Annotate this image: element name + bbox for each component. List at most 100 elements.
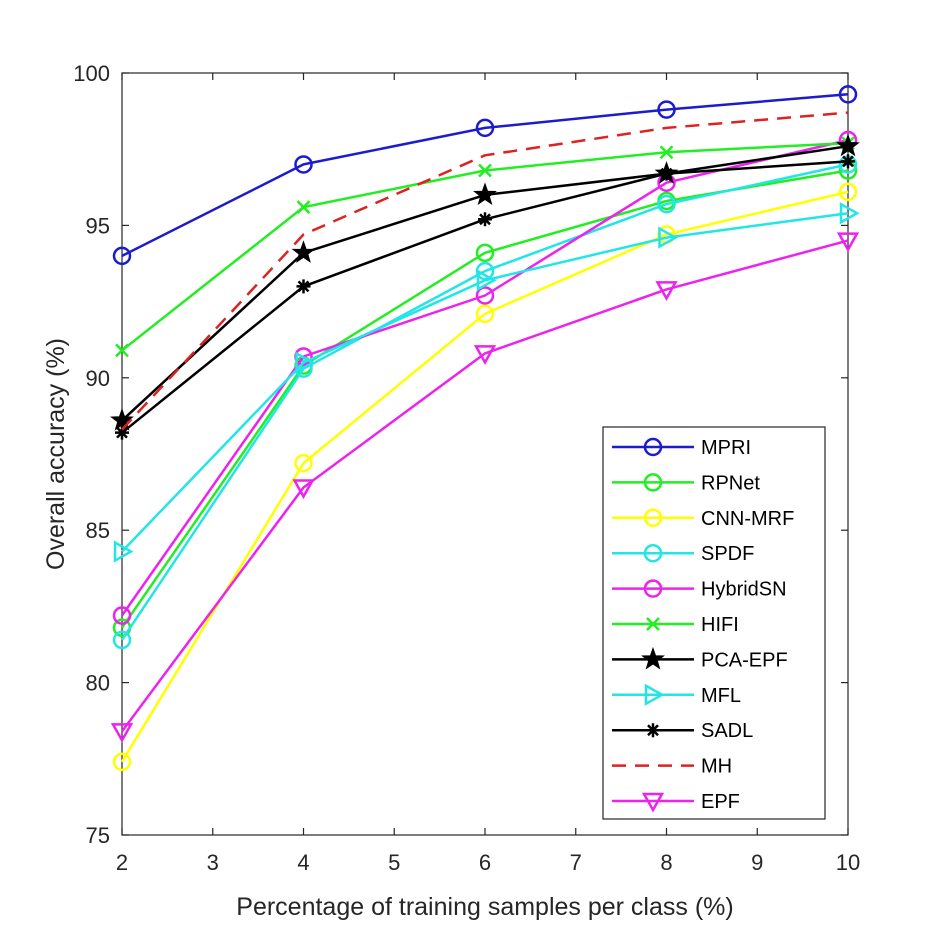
x-tick-label: 7 [570,850,582,875]
y-tick-label: 90 [86,366,110,391]
data-point [295,351,316,374]
series-mfl [113,202,860,563]
legend-item: MH [612,756,732,778]
y-tick-label: 95 [86,213,110,238]
data-point [475,243,495,263]
data-point [473,345,497,365]
legend-item: HIFI [612,614,739,636]
legend-item: MFL [612,683,741,707]
data-point [292,479,315,500]
data-point [475,304,495,324]
legend-label: HIFI [701,614,739,636]
data-point [641,792,665,813]
legend-label: CNN-MRF [701,508,794,530]
data-point [476,269,497,292]
x-axis-label: Percentage of training samples per class… [236,893,733,921]
data-point [841,154,855,169]
y-tick-label: 80 [86,671,110,696]
x-tick-label: 6 [479,850,491,875]
legend-label: MH [701,756,732,778]
data-point [115,425,129,440]
data-point [839,202,860,225]
data-point [836,232,860,253]
x-tick-label: 4 [297,850,309,875]
data-point [475,286,495,305]
data-point [646,723,660,738]
y-axis-label: Overall accuracy (%) [42,338,70,570]
series-line [120,239,849,733]
data-point [110,408,134,431]
legend-label: MPRI [701,437,751,459]
data-point [659,145,674,160]
legend-label: SADL [701,720,753,742]
x-tick-label: 5 [388,850,400,875]
legend-item: SPDF [612,543,754,565]
data-point [646,617,660,631]
series-line [121,111,849,431]
data-point [657,194,676,214]
data-point [838,182,858,202]
data-point [643,437,663,457]
data-point [478,212,492,227]
y-tick-label: 75 [86,823,110,848]
series-hifi [115,136,855,358]
data-point [641,646,665,670]
series-sadl [115,154,855,440]
y-tick-label: 100 [73,61,110,86]
data-point [291,240,316,263]
y-tick-label: 85 [86,518,110,543]
series-mh [121,111,849,431]
series-line [121,211,849,553]
data-point [473,182,497,205]
data-point [110,723,134,743]
data-point [836,133,860,157]
legend-label: HybridSN [701,579,787,601]
data-point [657,100,676,119]
x-tick-label: 10 [836,850,860,875]
legend-item: CNN-MRF [612,508,794,530]
x-tick-label: 8 [660,850,672,875]
x-tick-label: 9 [751,850,763,875]
series-epf [110,232,860,743]
data-point [115,343,129,358]
data-point [294,155,313,174]
series-line [121,93,849,258]
legend-label: SPDF [701,543,754,565]
data-point [296,279,311,294]
data-point [643,508,663,528]
data-point [643,579,663,598]
x-tick-label: 2 [116,850,128,875]
legend-label: PCA-EPF [701,649,788,671]
legend-label: EPF [701,791,740,813]
data-point [659,166,674,181]
series-cnn-mrf [112,182,858,772]
legend-item: PCA-EPF [612,646,788,671]
data-point [475,118,495,138]
data-point [838,85,858,104]
legend-item: RPNet [612,472,760,494]
legend-item: HybridSN [612,579,787,601]
y-axis: 75 80 85 90 95 100 [73,61,848,848]
legend-label: MFL [701,685,741,707]
data-point [112,630,132,650]
data-point [643,473,663,492]
series-line [120,163,849,641]
legend-item: EPF [612,791,740,813]
series-line [120,190,849,763]
data-point [478,163,492,178]
data-point [113,540,134,563]
data-point [294,453,313,473]
x-tick-label: 3 [207,850,219,875]
series-mpri [112,85,858,266]
data-point [655,281,678,301]
series-layer [110,85,860,772]
legend: MPRI RPNet CNN-MRF SPDF HybridSN HIFI PCA-EPF M… [602,426,826,820]
data-point [643,543,663,563]
data-point [112,752,132,772]
legend-label: RPNet [701,472,760,494]
legend-item: MPRI [612,437,751,459]
data-point [658,226,679,249]
data-point [112,606,132,625]
data-point [296,200,311,214]
data-point [112,246,132,266]
